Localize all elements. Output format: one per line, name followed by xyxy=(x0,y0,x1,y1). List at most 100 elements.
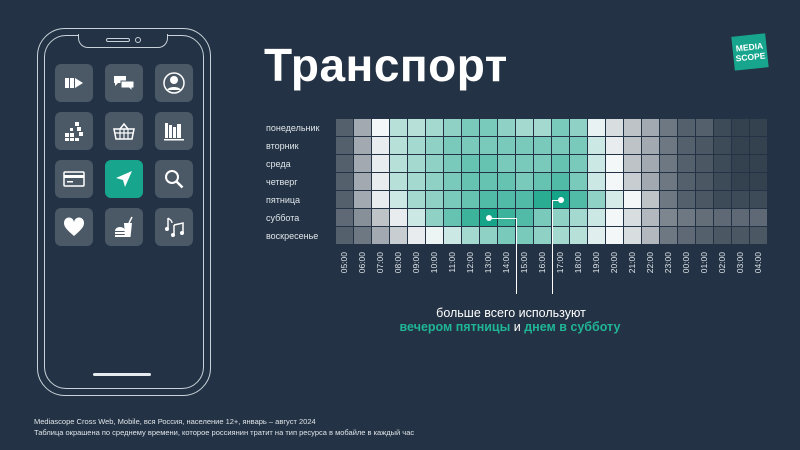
user-profile-icon xyxy=(163,72,185,94)
column-label: 01:00 xyxy=(699,252,709,274)
heatmap-cell xyxy=(678,191,695,208)
heatmap-cell xyxy=(642,209,659,226)
heatmap-cell xyxy=(462,173,479,190)
heatmap-cell xyxy=(336,227,353,244)
chat-bubbles-icon xyxy=(114,76,135,93)
app-tile-heart[interactable] xyxy=(55,208,93,246)
footer-source: Mediascope Cross Web, Mobile, вся Россия… xyxy=(34,417,316,426)
heatmap-cell xyxy=(516,209,533,226)
app-tile-credit-card[interactable] xyxy=(55,160,93,198)
app-tile-music-notes[interactable] xyxy=(155,208,193,246)
heatmap-cell xyxy=(408,227,425,244)
app-tile-user-profile[interactable] xyxy=(155,64,193,102)
callout-line xyxy=(489,218,516,219)
app-tile-books-library[interactable] xyxy=(155,112,193,150)
heatmap-cell xyxy=(624,227,641,244)
heatmap-cell xyxy=(642,173,659,190)
heatmap-cell xyxy=(678,209,695,226)
heatmap-cell xyxy=(390,209,407,226)
heatmap-cell xyxy=(606,173,623,190)
column-label: 09:00 xyxy=(411,252,421,274)
heatmap-cell xyxy=(516,119,533,136)
column-label: 17:00 xyxy=(555,252,565,274)
phone-camera xyxy=(135,37,141,43)
heatmap-cell xyxy=(660,227,677,244)
app-tile-video-play[interactable] xyxy=(55,64,93,102)
heatmap-cell xyxy=(444,119,461,136)
heatmap-cell xyxy=(732,227,749,244)
app-tile-search[interactable] xyxy=(155,160,193,198)
heatmap-cell xyxy=(570,137,587,154)
app-tile-shopping-basket[interactable] xyxy=(105,112,143,150)
column-label: 10:00 xyxy=(429,252,439,274)
column-label: 11:00 xyxy=(447,252,457,273)
heatmap-cell xyxy=(408,209,425,226)
heatmap-cell xyxy=(570,155,587,172)
app-tile-fast-food[interactable] xyxy=(105,208,143,246)
heatmap-cell xyxy=(426,119,443,136)
heatmap-cell xyxy=(444,209,461,226)
heatmap-cell xyxy=(498,191,515,208)
heatmap-cell xyxy=(750,209,767,226)
heatmap-cell xyxy=(444,227,461,244)
heatmap-cell xyxy=(372,227,389,244)
heatmap-cell xyxy=(660,191,677,208)
heatmap-cell xyxy=(624,155,641,172)
highlight-dot xyxy=(558,197,564,203)
column-label: 14:00 xyxy=(501,252,511,274)
callout-line xyxy=(552,200,561,201)
annotation-line2: вечером пятницы и днем в субботу xyxy=(399,320,621,334)
column-label: 22:00 xyxy=(645,252,655,274)
heatmap-cell xyxy=(696,155,713,172)
heatmap-cell xyxy=(678,119,695,136)
heatmap-cell xyxy=(606,227,623,244)
heatmap-cell xyxy=(606,137,623,154)
mediascope-logo: MEDIA SCOPE xyxy=(731,33,769,71)
heatmap-cell xyxy=(750,155,767,172)
heatmap-cell xyxy=(372,155,389,172)
heatmap-cell xyxy=(570,209,587,226)
heatmap-cell xyxy=(696,137,713,154)
heatmap-cell xyxy=(372,119,389,136)
row-label: воскресенье xyxy=(266,231,319,241)
heatmap-cell xyxy=(732,119,749,136)
heatmap-cell xyxy=(624,191,641,208)
column-label: 04:00 xyxy=(753,252,763,274)
app-tile-chat-bubbles[interactable] xyxy=(105,64,143,102)
heatmap-cell xyxy=(606,209,623,226)
column-label: 20:00 xyxy=(609,252,619,274)
heatmap-cell xyxy=(552,137,569,154)
heatmap-cell xyxy=(372,173,389,190)
heatmap-cell xyxy=(462,227,479,244)
heatmap-cell xyxy=(552,173,569,190)
heatmap-cell xyxy=(570,191,587,208)
heatmap-cell xyxy=(732,155,749,172)
heatmap-cell xyxy=(570,227,587,244)
row-label: понедельник xyxy=(266,123,320,133)
heatmap-cell xyxy=(534,209,551,226)
heatmap-cell xyxy=(408,173,425,190)
heatmap-cell xyxy=(732,173,749,190)
heatmap-cell xyxy=(426,137,443,154)
heatmap-cell xyxy=(498,173,515,190)
column-label: 18:00 xyxy=(573,252,583,274)
heatmap-cell xyxy=(624,173,641,190)
app-tile-navigation-arrow[interactable] xyxy=(105,160,143,198)
heatmap-cell xyxy=(498,227,515,244)
heatmap-cell xyxy=(714,191,731,208)
video-play-icon xyxy=(65,78,83,88)
heatmap-cell xyxy=(444,155,461,172)
heatmap-cell xyxy=(354,173,371,190)
app-tile-blocks-game[interactable] xyxy=(55,112,93,150)
row-label: четверг xyxy=(266,177,298,187)
heatmap-cell xyxy=(696,209,713,226)
row-label: вторник xyxy=(266,141,299,151)
heatmap-cell xyxy=(390,137,407,154)
heatmap-cell xyxy=(552,119,569,136)
heatmap-cell xyxy=(678,173,695,190)
heatmap-cell xyxy=(426,191,443,208)
heatmap-cell xyxy=(516,155,533,172)
heatmap-cell xyxy=(534,155,551,172)
heatmap-cell xyxy=(624,119,641,136)
heatmap-cell xyxy=(390,191,407,208)
